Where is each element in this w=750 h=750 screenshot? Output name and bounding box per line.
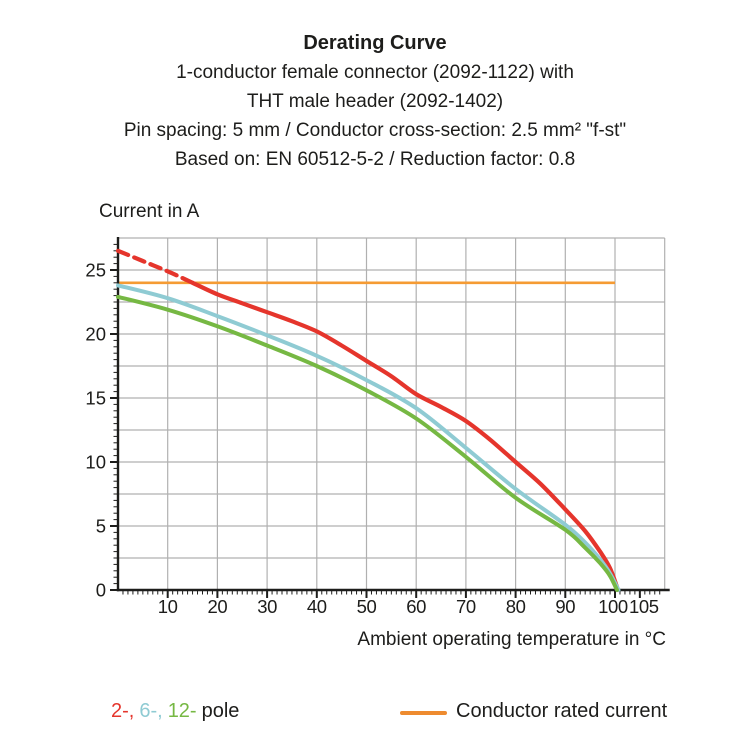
- x-tick-label: 10: [158, 596, 178, 617]
- curve-2-pole-dashed: [115, 248, 195, 285]
- x-tick-label: 105: [629, 596, 659, 617]
- legend-pole-variants: 2-, 6-, 12- pole: [111, 700, 239, 723]
- chart-title: Derating Curve: [303, 32, 447, 54]
- legend-pole-suffix: pole: [201, 700, 240, 722]
- x-axis-title: Ambient operating temperature in °C: [357, 629, 666, 650]
- x-tick-label: 50: [357, 596, 377, 617]
- chart-subtitle-line: Based on: EN 60512-5-2 / Reduction facto…: [174, 149, 576, 170]
- y-tick-label: 10: [85, 452, 106, 473]
- y-tick-label: 20: [85, 324, 106, 345]
- legend-rated-current: Conductor rated current: [400, 700, 667, 723]
- x-tick-label: 40: [307, 596, 327, 617]
- chart-subtitle-line: 1-conductor female connector (2092-1122)…: [176, 62, 574, 83]
- curve-12-pole: [116, 294, 619, 592]
- y-tick-label: 5: [96, 516, 106, 537]
- curve-6-pole: [116, 283, 621, 592]
- y-axis-title: Current in A: [99, 201, 200, 222]
- legend-6-pole: 6-,: [139, 700, 163, 722]
- x-tick-label: 100: [598, 596, 628, 617]
- chart-header: Derating Curve 1-conductor female connec…: [0, 29, 750, 174]
- x-tick-label: 70: [456, 596, 476, 617]
- rated-current-label: Conductor rated current: [456, 700, 668, 722]
- legend-12-pole: 12-: [167, 700, 197, 722]
- y-tick-label: 0: [96, 580, 106, 601]
- x-tick-label: 30: [257, 596, 277, 617]
- x-tick-label: 90: [555, 596, 575, 617]
- x-tick-label: 60: [406, 596, 426, 617]
- y-tick-label: 25: [85, 260, 106, 281]
- curve-2-pole: [190, 280, 621, 593]
- chart-subtitle-line: THT male header (2092-1402): [246, 91, 504, 112]
- y-tick-label: 15: [85, 388, 106, 409]
- chart-subtitle-line: Pin spacing: 5 mm / Conductor cross-sect…: [123, 120, 627, 141]
- x-tick-label: 20: [208, 596, 228, 617]
- legend-2-pole: 2-,: [111, 700, 135, 722]
- x-tick-label: 80: [506, 596, 526, 617]
- rated-current-swatch: [400, 710, 447, 715]
